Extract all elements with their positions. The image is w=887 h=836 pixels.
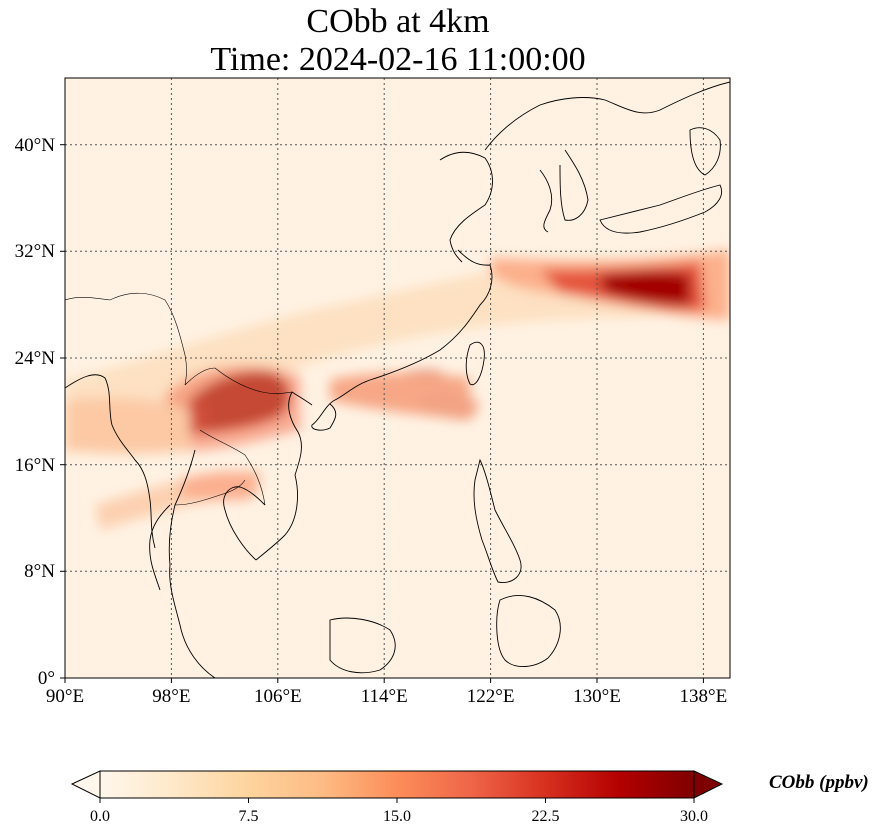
lon-tick-label: 106°E bbox=[254, 686, 302, 707]
colorbar-tick-label: 0.0 bbox=[90, 808, 110, 825]
colorbar-tick-label: 15.0 bbox=[383, 808, 411, 825]
lon-tick-label: 138°E bbox=[680, 686, 728, 707]
lat-tick-label: 32°N bbox=[15, 241, 56, 262]
lon-tick-labels: 90°E 98°E 106°E 114°E 122°E 130°E 138°E bbox=[46, 686, 727, 707]
lat-tick-label: 0° bbox=[38, 668, 55, 689]
lat-tick-label: 24°N bbox=[15, 348, 56, 369]
lon-tick-label: 90°E bbox=[46, 686, 84, 707]
colorbar-extend-max bbox=[693, 770, 724, 799]
chart-title-line2: Time: 2024-02-16 11:00:00 bbox=[210, 41, 586, 78]
lon-tick-label: 122°E bbox=[467, 686, 515, 707]
tick-marks bbox=[60, 144, 704, 683]
plume-layer bbox=[65, 248, 730, 530]
lat-tick-labels: 0° 8°N 16°N 24°N 32°N 40°N bbox=[15, 135, 56, 689]
coastlines bbox=[65, 81, 730, 678]
colorbar-label: CObb (ppbv) bbox=[769, 772, 869, 793]
colorbar-extend-min bbox=[70, 770, 101, 799]
colorbar: 0.0 7.5 15.0 22.5 30.0 CObb (ppbv) bbox=[70, 770, 869, 825]
colorbar-tick-label: 30.0 bbox=[680, 808, 708, 825]
lat-tick-label: 16°N bbox=[15, 455, 56, 476]
lat-tick-label: 8°N bbox=[24, 561, 55, 582]
country-borders bbox=[65, 292, 293, 506]
chart-title-line1: CObb at 4km bbox=[306, 3, 490, 40]
lon-tick-label: 130°E bbox=[573, 686, 621, 707]
co-concentration-field bbox=[65, 78, 730, 678]
map-frame bbox=[64, 77, 731, 679]
colorbar-tick-label: 22.5 bbox=[532, 808, 560, 825]
lon-tick-label: 114°E bbox=[361, 686, 408, 707]
lat-tick-label: 40°N bbox=[15, 135, 56, 156]
colorbar-gradient bbox=[99, 770, 695, 799]
gridlines bbox=[65, 78, 730, 678]
lon-tick-label: 98°E bbox=[152, 686, 190, 707]
colorbar-tick-label: 7.5 bbox=[239, 808, 259, 825]
